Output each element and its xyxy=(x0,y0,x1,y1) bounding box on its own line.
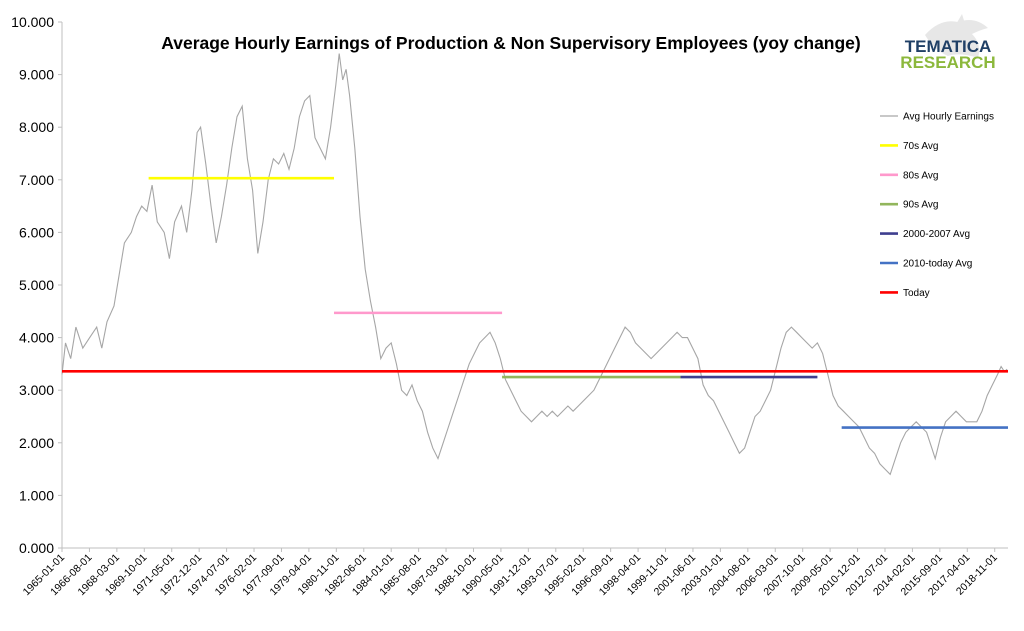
legend-label-70s-avg: 70s Avg xyxy=(903,141,938,152)
legend-label-90s-avg: 90s Avg xyxy=(903,200,938,211)
plot-area xyxy=(61,22,1008,549)
y-tick-label: 3.000 xyxy=(19,382,54,398)
y-tick-label: 2.000 xyxy=(19,435,54,451)
y-tick-label: 10.000 xyxy=(11,14,54,30)
legend-label-2010-today-avg: 2010-today Avg xyxy=(903,259,972,270)
y-tick-label: 6.000 xyxy=(19,224,54,240)
y-tick-label: 5.000 xyxy=(19,277,54,293)
y-tick-label: 0.000 xyxy=(19,540,54,556)
series-layer xyxy=(61,53,1008,476)
company-logo: TEMATICA RESEARCH xyxy=(900,14,996,72)
legend-label-avg-hourly-earnings: Avg Hourly Earnings xyxy=(903,112,994,123)
legend: Avg Hourly Earnings 70s Avg 80s Avg 90s Avg… xyxy=(880,112,994,299)
legend-label-2000-2007-avg: 2000-2007 Avg xyxy=(903,229,970,240)
y-tick-label: 4.000 xyxy=(19,330,54,346)
legend-label-80s-avg: 80s Avg xyxy=(903,170,938,181)
y-tick-label: 9.000 xyxy=(19,67,54,83)
x-axis: 1965-01-011966-08-011968-03-011969-10-01… xyxy=(21,548,1000,598)
y-axis: 0.000 1.000 2.000 3.000 4.000 5.000 6.000 7.000… xyxy=(11,14,62,556)
y-tick-label: 7.000 xyxy=(19,172,54,188)
y-tick-label: 1.000 xyxy=(19,487,54,503)
y-tick-label: 8.000 xyxy=(19,119,54,135)
chart-title: Average Hourly Earnings of Production & … xyxy=(161,33,861,53)
logo-line-1: TEMATICA xyxy=(905,37,992,56)
legend-label-today: Today xyxy=(903,288,930,299)
bull-icon xyxy=(925,14,988,58)
logo-line-2: RESEARCH xyxy=(900,53,995,72)
series-line-avg-hourly-earnings xyxy=(61,53,1008,476)
